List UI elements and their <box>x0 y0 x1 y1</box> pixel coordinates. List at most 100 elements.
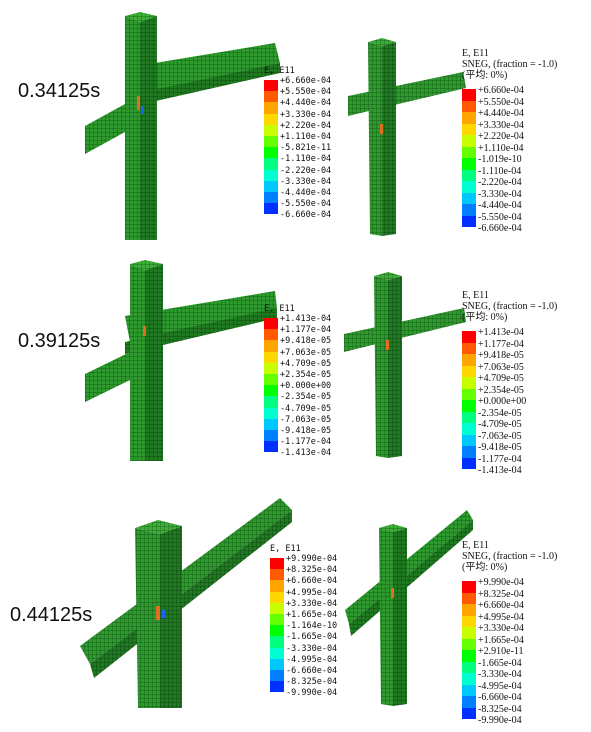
legend-swatch <box>264 169 278 181</box>
legend-subtitle: SNEG, (fraction = -1.0) <box>462 551 558 562</box>
legend-swatch <box>462 192 476 204</box>
legend-label: -1.177e-04 <box>280 437 332 448</box>
legend-label: -5.550e-04 <box>478 211 522 223</box>
legend-label: -1.413e-04 <box>280 448 332 459</box>
legend-swatch <box>462 388 476 400</box>
legend-label: -9.990e-04 <box>478 715 522 726</box>
legend-swatch <box>264 396 278 408</box>
legend-body: +6.660e-04 +5.550e-04 +4.440e-04 +3.330e-04… <box>264 76 344 226</box>
legend-swatch <box>462 331 476 343</box>
legend-swatch <box>462 615 476 627</box>
legend-swatch <box>462 638 476 650</box>
legend-label: +1.413e-04 <box>478 327 524 338</box>
legend-swatch <box>462 673 476 685</box>
legend-title: E, E11 <box>462 48 489 59</box>
legend-label: +1.177e-04 <box>280 325 332 336</box>
legend-swatch <box>462 423 476 435</box>
legend-swatch <box>462 169 476 181</box>
legend-label: -4.995e-04 <box>478 680 522 692</box>
legend-swatch <box>462 123 476 135</box>
legend-label: -4.709e-05 <box>280 403 332 414</box>
legend-swatch <box>462 446 476 458</box>
legend-label: -4.440e-04 <box>478 200 522 211</box>
legend-swatch <box>462 457 476 469</box>
legend-title: E, E11 <box>270 544 301 554</box>
legend-swatch <box>264 407 278 419</box>
legend-label: -7.063e-05 <box>478 430 522 442</box>
legend-label: -1.413e-04 <box>478 465 522 476</box>
legend-swatch <box>462 342 476 354</box>
model-right <box>345 510 473 706</box>
legend-title: E, E11 <box>264 304 295 314</box>
legend-swatch <box>264 385 278 397</box>
legend-subtitle: SNEG, (fraction = -1.0) <box>462 301 558 312</box>
legend-swatch <box>462 650 476 662</box>
legend-label: -8.325e-04 <box>478 703 522 715</box>
legend-swatch <box>462 215 476 227</box>
legend-left: E, E11 +1.413e-04 +1.177e-04 +9.418e-05 +7.… <box>264 304 344 464</box>
model-left <box>85 12 280 240</box>
legend-swatch <box>462 377 476 389</box>
legend-swatch <box>264 203 278 215</box>
legend-swatch <box>462 696 476 708</box>
legend-label: +2.220e-04 <box>280 120 332 131</box>
legend-swatch <box>264 362 278 374</box>
legend-label: +2.220e-04 <box>478 131 524 142</box>
legend-label: +4.440e-04 <box>280 98 332 109</box>
legend-label: -5.821e-11 <box>280 143 332 154</box>
legend-label: +4.709e-05 <box>280 358 332 369</box>
legend-right: E, E11 SNEG, (fraction = -1.0) (平均: 0%) … <box>462 48 572 240</box>
legend-swatch <box>270 602 284 614</box>
legend-label: -5.550e-04 <box>280 199 332 210</box>
legend-label: -3.330e-04 <box>478 188 522 200</box>
legend-label: -9.990e-04 <box>286 688 338 699</box>
legend-body: +1.413e-04 +1.177e-04 +9.418e-05 +7.063e-05… <box>264 314 344 464</box>
legend-swatch <box>270 670 284 682</box>
legend-swatch <box>264 430 278 442</box>
model-left <box>85 260 277 461</box>
legend-label: +2.354e-05 <box>478 384 524 396</box>
legend-swatch <box>264 158 278 170</box>
legend-label: +3.330e-04 <box>478 623 524 634</box>
legend-label: -6.660e-04 <box>478 692 522 703</box>
legend-label: +8.325e-04 <box>286 565 338 576</box>
legend-swatch <box>270 614 284 626</box>
legend-swatch <box>270 558 284 570</box>
legend-label: +2.354e-05 <box>280 370 332 380</box>
row-3: 0.44125s E, E11 +9.990e-04 +8.325e-04 +6.6… <box>0 478 591 726</box>
legend-label: +3.330e-04 <box>478 119 524 131</box>
legend-swatch <box>270 636 284 648</box>
legend-label: -1.110e-04 <box>478 165 522 177</box>
legend-swatch <box>462 434 476 446</box>
legend-label: +6.660e-04 <box>286 576 338 587</box>
legend-label: +7.063e-05 <box>478 361 524 373</box>
legend-label: -1.177e-04 <box>478 453 522 465</box>
legend-swatch <box>462 365 476 377</box>
legend-label: +9.990e-04 <box>478 577 524 588</box>
legend-label: -3.330e-04 <box>280 176 332 187</box>
legend-label: -9.418e-05 <box>280 426 332 436</box>
legend-label: -4.709e-05 <box>478 419 522 430</box>
legend-swatch <box>270 625 284 637</box>
legend-swatch <box>462 135 476 147</box>
legend-swatch <box>264 374 278 386</box>
legend-swatch <box>264 91 278 103</box>
legend-label: +1.110e-04 <box>478 142 524 154</box>
legend-swatch <box>264 180 278 192</box>
legend-label: +1.110e-04 <box>280 132 332 142</box>
legend-left: E, E11 +9.990e-04 +8.325e-04 +6.660e-04 +4.… <box>270 544 350 704</box>
legend-label: +4.995e-04 <box>286 587 338 598</box>
legend-label: +8.325e-04 <box>478 588 524 600</box>
legend-swatch <box>270 580 284 592</box>
legend-label: +6.660e-04 <box>280 76 332 86</box>
legend-label: -1.019e-10 <box>478 154 522 165</box>
legend-swatch <box>264 102 278 114</box>
legend-title: E, E11 <box>462 540 489 551</box>
legend-label: -1.164e-10 <box>286 621 338 632</box>
legend-swatch <box>264 329 278 341</box>
model-right <box>348 38 466 236</box>
legend-label: +7.063e-05 <box>280 347 332 358</box>
legend-label: +4.709e-05 <box>478 373 524 384</box>
legend-swatch <box>264 441 278 453</box>
legend-label: +6.660e-04 <box>478 85 524 96</box>
